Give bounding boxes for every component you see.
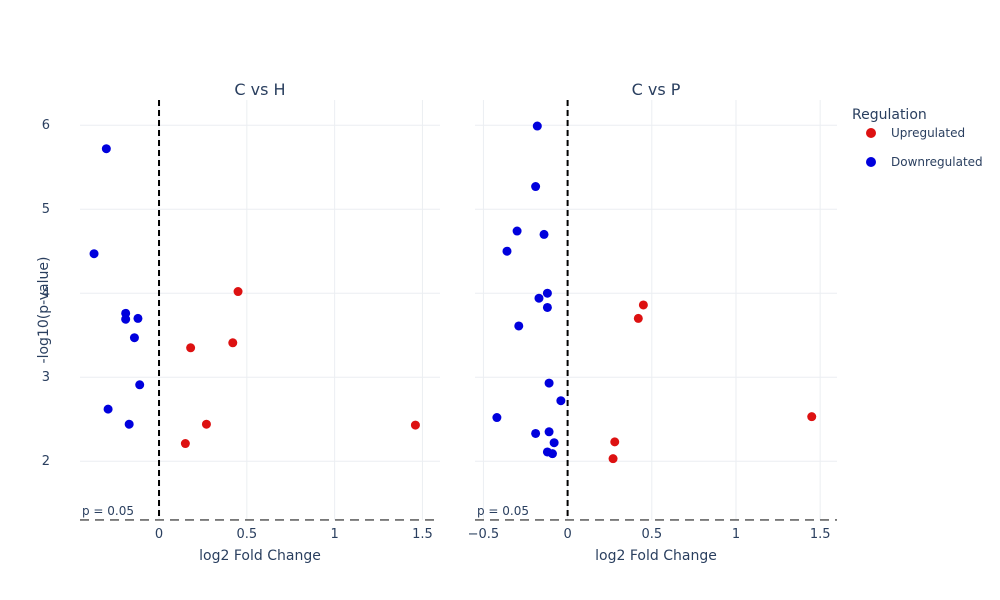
data-point-downregulated <box>492 413 502 423</box>
data-point-downregulated <box>547 449 557 459</box>
data-point-downregulated <box>512 226 522 236</box>
data-point-downregulated <box>531 182 541 192</box>
data-point-upregulated <box>633 313 643 323</box>
y-tick-label: 6 <box>42 118 50 133</box>
data-point-downregulated <box>542 302 552 312</box>
panel-title: C vs H <box>234 80 285 99</box>
data-point-upregulated <box>610 437 620 447</box>
data-point-downregulated <box>544 427 554 437</box>
data-point-upregulated <box>201 419 211 429</box>
y-tick-label: 2 <box>42 454 50 469</box>
threshold-label: p = 0.05 <box>82 504 134 518</box>
x-tick-label: 0 <box>563 527 571 542</box>
x-tick-label: 0 <box>155 527 163 542</box>
data-point-downregulated <box>534 293 544 303</box>
data-point-downregulated <box>129 333 139 343</box>
data-point-downregulated <box>544 378 554 388</box>
data-point-downregulated <box>133 313 143 323</box>
data-point-downregulated <box>514 321 524 331</box>
data-point-downregulated <box>539 229 549 239</box>
x-tick-label: −0.5 <box>468 527 500 542</box>
data-point-downregulated <box>549 438 559 448</box>
y-tick-label: 4 <box>42 286 50 301</box>
x-tick-label: 1.5 <box>810 527 831 542</box>
data-point-upregulated <box>228 338 238 348</box>
y-tick-label: 3 <box>42 370 50 385</box>
data-point-downregulated <box>556 396 566 406</box>
data-point-downregulated <box>542 288 552 298</box>
legend-label: Downregulated <box>891 155 983 169</box>
panel-title: C vs P <box>632 80 681 99</box>
data-point-downregulated <box>532 121 542 131</box>
data-point-upregulated <box>180 439 190 449</box>
x-axis-title: log2 Fold Change <box>199 548 321 564</box>
x-tick-label: 1 <box>330 527 338 542</box>
legend-marker-upregulated <box>866 128 876 138</box>
threshold-label: p = 0.05 <box>477 504 529 518</box>
x-tick-label: 1.5 <box>412 527 433 542</box>
data-point-downregulated <box>121 314 131 324</box>
data-point-upregulated <box>608 454 618 464</box>
legend-marker-downregulated <box>866 157 876 167</box>
legend-label: Upregulated <box>891 126 965 140</box>
data-point-downregulated <box>103 404 113 414</box>
data-point-downregulated <box>101 144 111 154</box>
data-point-upregulated <box>807 412 817 422</box>
y-tick-label: 5 <box>42 202 50 217</box>
data-point-downregulated <box>502 246 512 256</box>
data-point-downregulated <box>89 249 99 259</box>
x-tick-label: 0.5 <box>641 527 662 542</box>
data-point-upregulated <box>638 300 648 310</box>
x-tick-label: 0.5 <box>236 527 257 542</box>
data-point-downregulated <box>124 419 134 429</box>
data-point-downregulated <box>135 380 145 390</box>
legend-title: Regulation <box>852 107 927 123</box>
data-point-upregulated <box>233 287 243 297</box>
data-point-upregulated <box>410 420 420 430</box>
y-axis-title: -log10(p-value) <box>36 257 52 364</box>
data-point-upregulated <box>186 343 196 353</box>
x-tick-label: 1 <box>732 527 740 542</box>
data-point-downregulated <box>531 428 541 438</box>
x-axis-title: log2 Fold Change <box>595 548 717 564</box>
